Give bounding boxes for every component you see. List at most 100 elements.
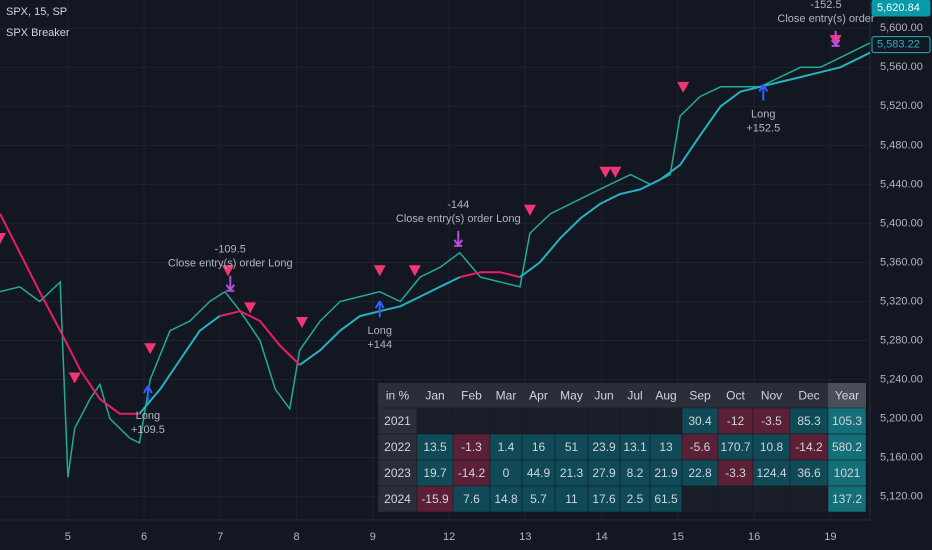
cell-text: 30.4 xyxy=(688,414,712,428)
cell-text: -15.9 xyxy=(421,492,449,506)
cell-text: 51 xyxy=(565,440,579,454)
header-text: Feb xyxy=(461,389,482,403)
header-cell xyxy=(522,383,555,408)
sell-signal xyxy=(0,233,6,245)
table-cell xyxy=(377,407,418,435)
table-cell xyxy=(377,459,418,487)
table-cell xyxy=(416,485,454,513)
table-cell xyxy=(789,433,829,461)
cell-text: 16 xyxy=(532,440,546,454)
table-cell xyxy=(827,485,867,513)
table-cell xyxy=(619,433,651,461)
y-tick-label: 5,520.00 xyxy=(880,100,923,112)
cell-text: 13.5 xyxy=(423,440,447,454)
sell-signal xyxy=(599,166,612,178)
entry-label: Long xyxy=(136,410,160,422)
cell-text: 1021 xyxy=(834,466,861,480)
y-tick-label: 5,560.00 xyxy=(880,61,923,73)
x-tick-label: 5 xyxy=(65,531,71,543)
header-text: Dec xyxy=(798,389,819,403)
exit-label: -109.5 xyxy=(215,244,246,256)
y-tick-label: 5,200.00 xyxy=(880,412,923,424)
header-cell xyxy=(790,383,828,408)
long-entry xyxy=(143,385,153,402)
header-text: in % xyxy=(386,389,410,403)
table-cell xyxy=(452,433,491,461)
header-text: Oct xyxy=(726,389,745,403)
table-cell xyxy=(619,485,651,513)
cell-text: 11 xyxy=(565,492,578,506)
price-label-box xyxy=(871,0,931,17)
series-line xyxy=(0,213,521,415)
header-cell xyxy=(378,383,417,408)
table-cell xyxy=(717,485,754,513)
exit-label: -144 xyxy=(447,199,469,211)
table-cell xyxy=(489,433,523,461)
cell-text: 22.8 xyxy=(688,466,712,480)
x-tick-label: 8 xyxy=(294,531,300,543)
header-cell xyxy=(753,383,790,408)
y-tick-label: 5,160.00 xyxy=(880,451,923,463)
y-tick-label: 5,320.00 xyxy=(880,295,923,307)
header-cell xyxy=(650,383,682,408)
price-label: 5,620.84 xyxy=(877,2,920,14)
table-cell xyxy=(681,485,719,513)
header-cell xyxy=(620,383,650,408)
cell-text: 14.8 xyxy=(494,492,518,506)
exit xyxy=(225,275,236,292)
cell-text: -5.6 xyxy=(690,440,711,454)
chart-title: SPX, 15, SP xyxy=(6,6,67,18)
x-tick-label: 15 xyxy=(672,531,684,543)
x-tick-label: 6 xyxy=(141,531,147,543)
price-label-box xyxy=(871,36,931,54)
header-text: Nov xyxy=(761,389,782,403)
cell-text: 105.3 xyxy=(832,414,862,428)
header-cell xyxy=(555,383,588,408)
cell-text: 8.2 xyxy=(627,466,644,480)
cell-text: 137.2 xyxy=(832,492,862,506)
cell-text: 2022 xyxy=(384,440,411,454)
table-cell xyxy=(619,407,651,435)
returns-table: in % Jan Feb Mar Apr May Jun Jul Aug Sep Oct Nov Dec… xyxy=(377,383,867,513)
cell-text: 36.6 xyxy=(797,466,821,480)
header-text: Sep xyxy=(689,389,711,403)
sell-signal xyxy=(144,343,157,355)
table-cell xyxy=(827,433,867,461)
exit-label: -152.5 xyxy=(810,0,841,11)
cell-text: -3.3 xyxy=(725,466,746,480)
cell-text: 2.5 xyxy=(627,492,644,506)
series-line xyxy=(0,42,871,478)
table-cell xyxy=(416,407,454,435)
long-entry xyxy=(758,84,769,101)
table-cell xyxy=(489,459,523,487)
header-cell xyxy=(682,383,718,408)
exit-label: Close entry(s) order Long xyxy=(168,258,293,270)
table-cell xyxy=(521,407,556,435)
table-cell xyxy=(752,459,791,487)
cell-text: 2024 xyxy=(384,492,411,506)
cell-text: 580.2 xyxy=(832,440,862,454)
table-cell xyxy=(827,459,867,487)
header-text: Jul xyxy=(627,389,642,403)
x-tick-label: 12 xyxy=(443,531,455,543)
y-tick-label: 5,240.00 xyxy=(880,373,923,385)
exit xyxy=(453,230,464,247)
cell-text: -12 xyxy=(727,414,745,428)
long-entry xyxy=(374,300,385,318)
entry-label: Long xyxy=(751,108,775,120)
x-tick-label: 9 xyxy=(370,531,376,543)
x-tick-label: 13 xyxy=(519,531,531,543)
table-cell xyxy=(752,433,791,461)
y-tick-label: 5,120.00 xyxy=(880,490,923,502)
sell-signal xyxy=(221,265,234,277)
y-tick-label: 5,480.00 xyxy=(880,139,923,151)
exit-label: Close entry(s) order Long xyxy=(396,213,521,225)
header-text: Jun xyxy=(594,389,613,403)
table-cell xyxy=(416,433,454,461)
axes: 5,120.00 5,160.00 5,200.00 5,240.00 5,280.00… xyxy=(65,0,931,543)
cell-text: -3.5 xyxy=(761,414,782,428)
header-text: Jan xyxy=(425,389,444,403)
header-text: Apr xyxy=(529,389,548,403)
header-cell xyxy=(828,383,866,408)
cell-text: 0 xyxy=(503,466,510,480)
